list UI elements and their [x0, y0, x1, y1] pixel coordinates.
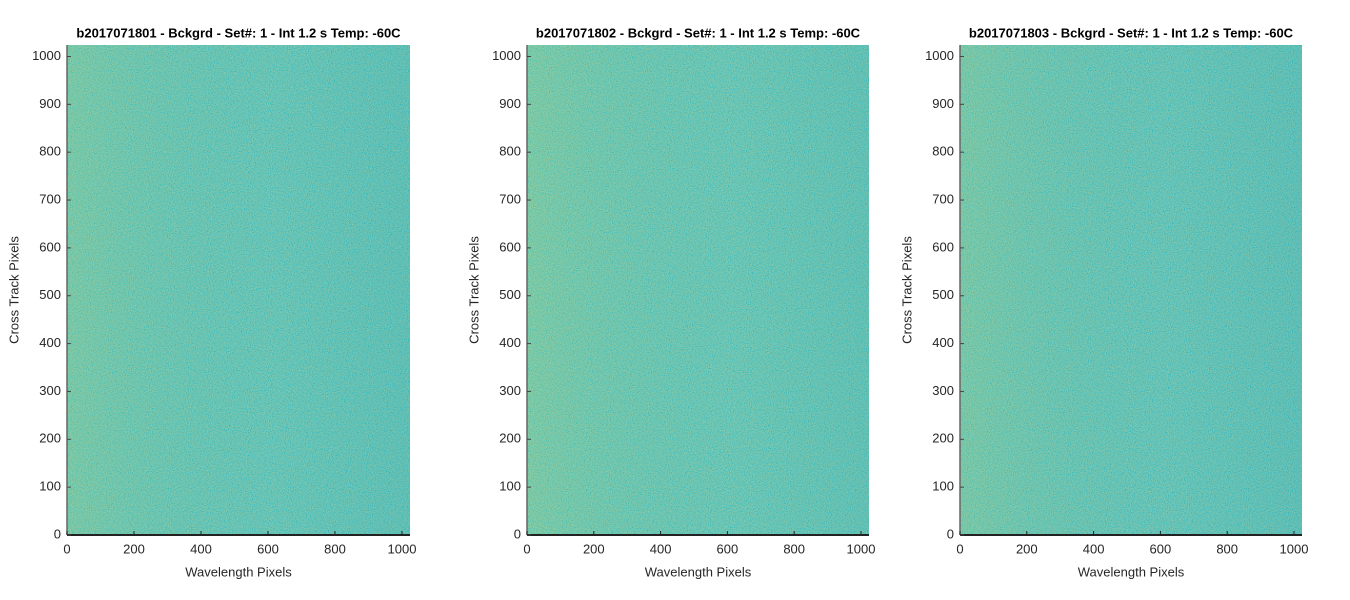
x-tick-label: 200 [123, 541, 145, 556]
x-tick-label: 600 [1150, 541, 1172, 556]
y-tick-label: 400 [39, 335, 61, 350]
x-tick-label: 400 [190, 541, 212, 556]
y-tick-label: 900 [499, 96, 521, 111]
y-tick-label: 800 [932, 144, 954, 159]
y-tick-label: 1000 [925, 48, 954, 63]
y-axis-label: Cross Track Pixels [6, 236, 21, 344]
x-axis-label: Wavelength Pixels [645, 564, 752, 579]
x-tick-label: 600 [717, 541, 739, 556]
y-tick-label: 200 [39, 431, 61, 446]
y-tick-label: 700 [39, 191, 61, 206]
x-tick-label: 1000 [847, 541, 876, 556]
y-tick-label: 600 [39, 239, 61, 254]
y-tick-label: 300 [39, 383, 61, 398]
y-tick-label: 300 [932, 383, 954, 398]
y-tick-label: 0 [514, 526, 521, 541]
y-tick-label: 100 [932, 479, 954, 494]
y-tick-label: 1000 [492, 48, 521, 63]
chart-title: b2017071801 - Bckgrd - Set#: 1 - Int 1.2… [76, 25, 401, 40]
y-tick-label: 100 [39, 479, 61, 494]
image-shade [67, 45, 410, 535]
y-tick-label: 200 [499, 431, 521, 446]
y-tick-label: 400 [932, 335, 954, 350]
x-axis-label: Wavelength Pixels [185, 564, 292, 579]
y-tick-label: 700 [499, 191, 521, 206]
y-tick-label: 0 [54, 526, 61, 541]
x-tick-label: 0 [956, 541, 963, 556]
x-tick-label: 800 [1216, 541, 1238, 556]
x-tick-label: 200 [583, 541, 605, 556]
y-axis-label: Cross Track Pixels [466, 236, 481, 344]
x-tick-label: 0 [523, 541, 530, 556]
x-tick-label: 1000 [388, 541, 417, 556]
y-tick-label: 600 [499, 239, 521, 254]
y-axis-label: Cross Track Pixels [899, 236, 914, 344]
y-tick-label: 900 [39, 96, 61, 111]
chart-title: b2017071803 - Bckgrd - Set#: 1 - Int 1.2… [969, 25, 1294, 40]
x-tick-label: 600 [257, 541, 279, 556]
y-tick-label: 900 [932, 96, 954, 111]
image-shade [960, 45, 1302, 535]
x-tick-label: 400 [1083, 541, 1105, 556]
y-tick-label: 0 [947, 526, 954, 541]
x-tick-label: 800 [324, 541, 346, 556]
y-tick-label: 500 [499, 287, 521, 302]
x-tick-label: 200 [1016, 541, 1038, 556]
y-tick-label: 800 [499, 144, 521, 159]
x-axis-label: Wavelength Pixels [1078, 564, 1185, 579]
y-tick-label: 500 [39, 287, 61, 302]
y-tick-label: 600 [932, 239, 954, 254]
x-tick-label: 0 [63, 541, 70, 556]
y-tick-label: 100 [499, 479, 521, 494]
y-tick-label: 500 [932, 287, 954, 302]
x-tick-label: 1000 [1280, 541, 1309, 556]
x-tick-label: 400 [650, 541, 672, 556]
y-tick-label: 800 [39, 144, 61, 159]
y-tick-label: 700 [932, 191, 954, 206]
y-tick-label: 300 [499, 383, 521, 398]
y-tick-label: 200 [932, 431, 954, 446]
image-shade [527, 45, 869, 535]
y-tick-label: 1000 [32, 48, 61, 63]
x-tick-label: 800 [783, 541, 805, 556]
chart-title: b2017071802 - Bckgrd - Set#: 1 - Int 1.2… [536, 25, 861, 40]
y-tick-label: 400 [499, 335, 521, 350]
